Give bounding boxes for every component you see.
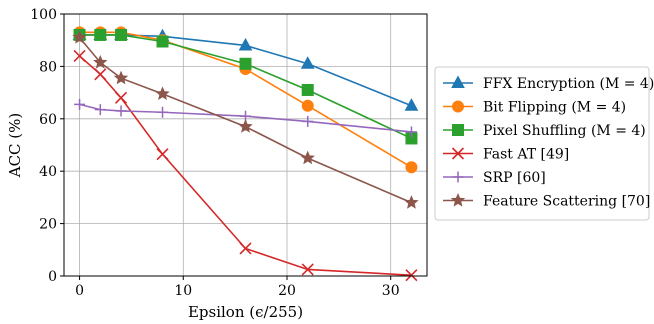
data-point xyxy=(94,28,107,41)
data-point xyxy=(238,119,253,133)
data-point xyxy=(115,105,127,117)
series-layer xyxy=(72,26,419,282)
x-tick-label: 10 xyxy=(174,283,192,299)
data-point xyxy=(239,242,252,255)
series-line xyxy=(79,31,412,168)
axes: 0 10 20 30 0 20 40 60 80 100 xyxy=(30,7,428,299)
legend-entry: SRP [60] xyxy=(443,170,546,186)
series-line xyxy=(79,55,412,277)
data-point xyxy=(405,126,417,138)
y-tick-label: 0 xyxy=(48,269,57,285)
legend-marker xyxy=(452,171,464,183)
legend-label: Fast AT [49] xyxy=(483,147,569,163)
x-tick-label: 0 xyxy=(75,283,84,299)
y-tick-label: 40 xyxy=(39,164,57,180)
data-point xyxy=(115,28,128,41)
data-point xyxy=(155,86,170,101)
series-5 xyxy=(72,30,419,209)
legend-entry: Pixel Shuffling (M = 4) xyxy=(443,123,646,139)
data-point xyxy=(114,91,128,104)
legend-box xyxy=(434,66,650,221)
data-point xyxy=(93,54,108,69)
series-4 xyxy=(74,98,417,138)
data-point xyxy=(404,98,419,111)
data-point xyxy=(157,106,169,118)
legend-marker xyxy=(452,124,464,136)
data-point xyxy=(74,98,86,110)
data-point xyxy=(238,37,253,51)
y-tick-label: 100 xyxy=(30,7,57,23)
data-point xyxy=(301,99,314,112)
data-point xyxy=(302,115,314,127)
legend-entry: FFX Encryption (M = 4) xyxy=(443,75,654,92)
data-point xyxy=(113,70,129,85)
legend-marker xyxy=(452,100,464,113)
data-point xyxy=(405,269,418,282)
legend: FFX Encryption (M = 4) Bit Flipping (M = … xyxy=(434,66,654,221)
data-point xyxy=(156,35,169,48)
x-tick-label: 30 xyxy=(382,283,400,299)
data-point xyxy=(404,195,419,209)
legend-entry: Feature Scattering [70] xyxy=(443,192,650,210)
data-point xyxy=(73,49,86,62)
legend-label: FFX Encryption (M = 4) xyxy=(483,76,654,92)
series-3 xyxy=(73,49,418,282)
data-point xyxy=(239,57,252,70)
y-tick-label: 60 xyxy=(39,112,57,128)
x-axis-label: Epsilon (ϵ/255) xyxy=(188,303,303,321)
legend-marker xyxy=(451,147,465,160)
plot-frame xyxy=(63,13,428,277)
legend-entry: Fast AT [49] xyxy=(443,147,569,163)
x-tick-label: 20 xyxy=(278,283,296,299)
data-point xyxy=(301,83,314,96)
y-axis-label: ACC (%) xyxy=(6,113,24,179)
data-point xyxy=(301,263,314,276)
data-point xyxy=(72,30,87,44)
legend-label: SRP [60] xyxy=(483,170,546,186)
legend-label: Pixel Shuffling (M = 4) xyxy=(483,123,646,139)
legend-marker xyxy=(450,192,466,207)
data-point xyxy=(94,104,106,116)
data-point xyxy=(94,68,107,81)
data-point xyxy=(300,150,315,165)
data-point xyxy=(156,148,169,161)
y-tick-label: 80 xyxy=(39,59,57,75)
legend-label: Bit Flipping (M = 4) xyxy=(483,100,626,116)
data-point xyxy=(405,161,418,174)
legend-marker xyxy=(451,75,465,88)
data-point xyxy=(300,56,315,69)
legend-entry: Bit Flipping (M = 4) xyxy=(443,100,626,116)
legend-label: Feature Scattering [70] xyxy=(483,194,650,210)
y-tick-label: 20 xyxy=(39,217,57,233)
